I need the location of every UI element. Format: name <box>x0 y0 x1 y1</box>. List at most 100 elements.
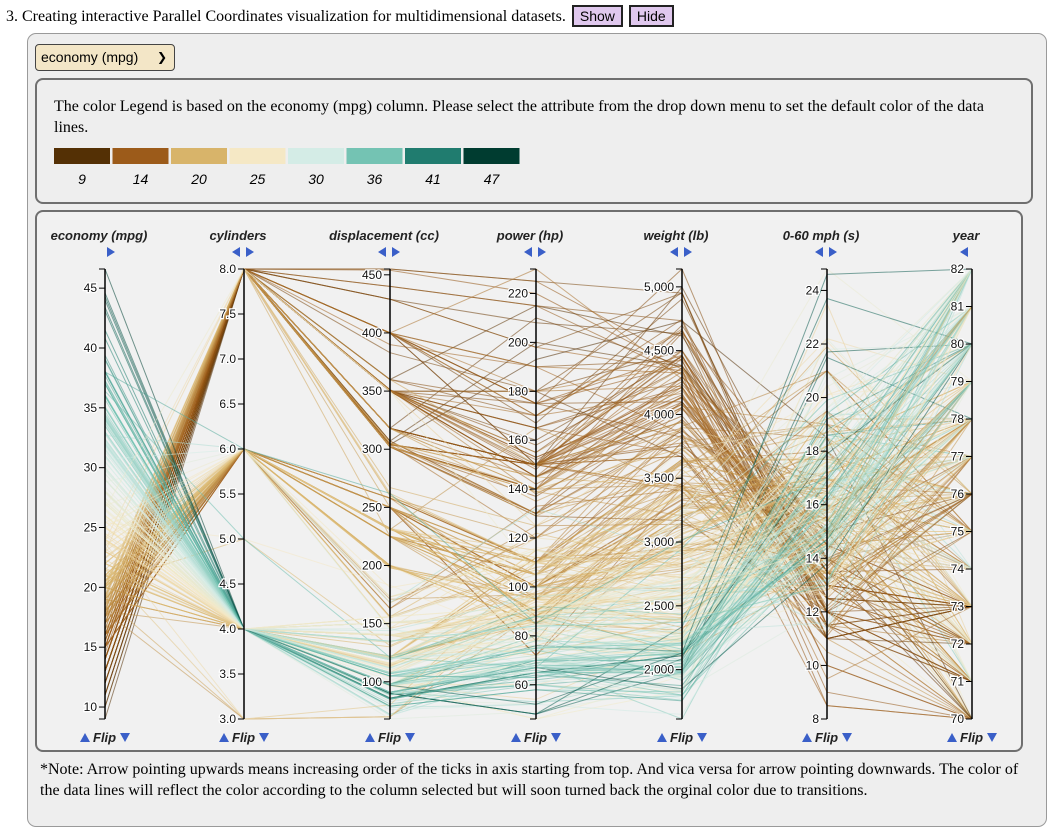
tick-label: 15 <box>84 640 98 654</box>
axis: 2,000 2,500 3,000 3,500 4,000 4,500 5,000 weigh… <box>643 228 709 745</box>
move-left-icon[interactable] <box>670 247 678 257</box>
legend-label: 9 <box>78 171 86 187</box>
flip-button[interactable]: Flip <box>657 730 707 745</box>
flip-label: Flip <box>670 730 693 745</box>
tick-label: 74 <box>951 562 965 576</box>
tick-label: 72 <box>951 637 965 651</box>
tick-label: 2,500 <box>644 599 674 613</box>
tick-label: 7.5 <box>219 307 236 321</box>
tick-label: 8.0 <box>219 262 236 276</box>
flip-label: Flip <box>93 730 116 745</box>
flip-button[interactable]: Flip <box>511 730 561 745</box>
visualization-panel: economy (mpg) ❯ The color Legend is base… <box>27 33 1047 827</box>
legend-label: 25 <box>249 171 266 187</box>
tick-label: 2,000 <box>644 663 674 677</box>
flip-button[interactable]: Flip <box>219 730 269 745</box>
axis: 8 10 12 14 16 18 20 22 24 0-60 mph (s) Flip <box>783 228 860 745</box>
tick-label: 120 <box>508 531 528 545</box>
axis-title: year <box>952 228 981 243</box>
arrow-up-icon <box>802 733 812 742</box>
tick-label: 100 <box>508 580 528 594</box>
arrow-down-icon <box>120 733 130 742</box>
tick-label: 79 <box>951 375 965 389</box>
move-right-icon[interactable] <box>107 247 115 257</box>
tick-label: 250 <box>362 500 382 514</box>
tick-label: 7.0 <box>219 352 236 366</box>
tick-label: 6.0 <box>219 442 236 456</box>
axis-title: economy (mpg) <box>51 228 148 243</box>
flip-button[interactable]: Flip <box>80 730 130 745</box>
tick-label: 75 <box>951 525 965 539</box>
move-left-icon[interactable] <box>524 247 532 257</box>
tick-label: 78 <box>951 412 965 426</box>
tick-label: 3.0 <box>219 712 236 726</box>
tick-label: 6.5 <box>219 397 236 411</box>
tick-label: 150 <box>362 617 382 631</box>
legend-swatch <box>229 148 286 164</box>
show-button[interactable]: Show <box>571 5 623 27</box>
tick-label: 77 <box>951 450 965 464</box>
tick-label: 4,000 <box>644 407 674 421</box>
legend-swatch <box>112 148 169 164</box>
tick-label: 5.5 <box>219 487 236 501</box>
color-attribute-dropdown[interactable]: economy (mpg) ❯ <box>35 44 175 71</box>
tick-label: 3,500 <box>644 471 674 485</box>
move-left-icon[interactable] <box>960 247 968 257</box>
flip-label: Flip <box>815 730 838 745</box>
move-left-icon[interactable] <box>815 247 823 257</box>
arrow-down-icon <box>842 733 852 742</box>
legend-label: 47 <box>484 171 501 187</box>
tick-label: 80 <box>951 337 965 351</box>
tick-label: 30 <box>84 461 98 475</box>
axis-title: cylinders <box>209 228 266 243</box>
tick-label: 70 <box>951 712 965 726</box>
arrow-up-icon <box>219 733 229 742</box>
tick-label: 40 <box>84 341 98 355</box>
move-left-icon[interactable] <box>232 247 240 257</box>
dropdown-selected-value: economy (mpg) <box>41 49 139 65</box>
legend-swatch <box>463 148 520 164</box>
move-right-icon[interactable] <box>829 247 837 257</box>
move-left-icon[interactable] <box>378 247 386 257</box>
move-right-icon[interactable] <box>392 247 400 257</box>
axis-title: power (hp) <box>496 228 563 243</box>
tick-label: 20 <box>84 580 98 594</box>
arrow-down-icon <box>697 733 707 742</box>
legend-swatch <box>54 148 110 164</box>
flip-label: Flip <box>378 730 401 745</box>
tick-label: 3.5 <box>219 667 236 681</box>
legend-description: The color Legend is based on the economy… <box>54 98 984 136</box>
color-legend-panel: The color Legend is based on the economy… <box>35 78 1033 204</box>
arrow-down-icon <box>551 733 561 742</box>
tick-label: 14 <box>806 551 820 565</box>
legend-label: 14 <box>133 171 149 187</box>
tick-label: 400 <box>362 326 382 340</box>
axis: 10 15 20 25 30 35 40 45 economy (mpg) Flip <box>51 228 148 745</box>
flip-button[interactable]: Flip <box>947 730 997 745</box>
tick-label: 5,000 <box>644 280 674 294</box>
tick-label: 140 <box>508 482 528 496</box>
move-right-icon[interactable] <box>246 247 254 257</box>
flip-label: Flip <box>960 730 983 745</box>
tick-label: 10 <box>84 700 98 714</box>
axis: 3.0 3.5 4.0 4.5 5.0 5.5 6.0 6.5 7.0 7.5 8.0 cylinde… <box>209 228 269 745</box>
tick-label: 60 <box>515 678 529 692</box>
move-right-icon[interactable] <box>538 247 546 257</box>
tick-label: 12 <box>806 605 820 619</box>
arrow-up-icon <box>657 733 667 742</box>
move-right-icon[interactable] <box>684 247 692 257</box>
tick-label: 24 <box>806 283 820 297</box>
axis: 70 71 72 73 74 75 76 77 78 79 80 81 82 year Flip <box>947 228 997 745</box>
arrow-down-icon <box>259 733 269 742</box>
arrow-up-icon <box>947 733 957 742</box>
tick-label: 4.5 <box>219 577 236 591</box>
hide-button[interactable]: Hide <box>628 5 674 27</box>
tick-label: 22 <box>806 337 820 351</box>
axis: 60 80 100 120 140 160 180 200 220 power (hp) Flip <box>496 228 563 745</box>
color-legend: 9 14 20 25 30 36 41 47 <box>54 148 520 187</box>
flip-button[interactable]: Flip <box>365 730 415 745</box>
tick-label: 73 <box>951 600 965 614</box>
tick-label: 4,500 <box>644 344 674 358</box>
flip-button[interactable]: Flip <box>802 730 852 745</box>
tick-label: 8 <box>812 712 819 726</box>
